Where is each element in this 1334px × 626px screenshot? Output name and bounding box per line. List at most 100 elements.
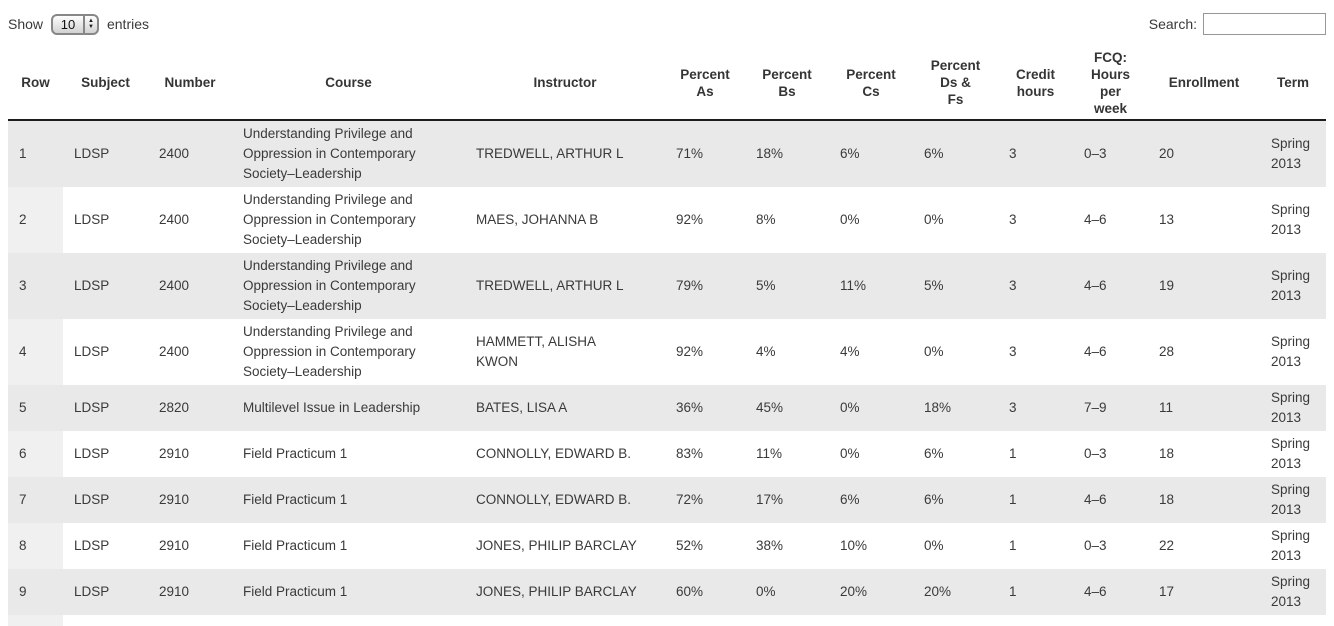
cell-pct-as: 92% <box>676 344 704 359</box>
cell-subject <box>63 615 148 626</box>
cell-number: 2910 <box>148 569 232 615</box>
search-control: Search: <box>1149 13 1326 35</box>
cell-number: 2910 <box>159 538 190 553</box>
cell-term: Spring 2013 <box>1271 334 1311 369</box>
search-label: Search: <box>1148 16 1197 32</box>
cell-credit-hours: 3 <box>1009 344 1017 359</box>
entries-length-control: Show 10 ▲ ▼ entries <box>8 13 149 35</box>
cell-number: 2400 <box>159 212 190 227</box>
table-row: 2 LDSP 2400 Understanding Privilege and Opp… <box>8 187 1326 253</box>
cell-term: Spring 2013 <box>1260 253 1326 319</box>
cell-number <box>148 615 232 626</box>
cell-pct-ds-fs: 6% <box>913 477 998 523</box>
cell-pct-bs <box>745 615 829 626</box>
cell-pct-as: 79% <box>665 253 745 319</box>
cell-fcq-hours: 7–9 <box>1073 385 1148 431</box>
search-input[interactable] <box>1203 13 1326 35</box>
cell-row <box>8 615 63 626</box>
cell-pct-bs: 45% <box>745 385 829 431</box>
table-row: 6 LDSP 2910 Field Practicum 1 CONNOLLY, EDWA… <box>8 431 1326 477</box>
show-label: Show <box>8 16 44 32</box>
table-row: 7 LDSP 2910 Field Practicum 1 CONNOLLY, EDWA… <box>8 477 1326 523</box>
column-header-enrollment[interactable]: Enrollment <box>1148 46 1260 121</box>
cell-fcq-hours <box>1073 615 1148 626</box>
cell-pct-bs: 4% <box>756 344 776 359</box>
cell-instructor: MAES, JOHANNA B <box>476 212 599 227</box>
column-header-row[interactable]: Row <box>8 46 63 121</box>
cell-course: Field Practicum 1 <box>243 446 348 461</box>
cell-credit-hours: 1 <box>998 477 1073 523</box>
cell-course: Understanding Privilege and Oppression i… <box>232 253 465 319</box>
cell-pct-cs: 0% <box>840 446 860 461</box>
cell-fcq-hours: 0–3 <box>1084 538 1107 553</box>
cell-pct-cs: 20% <box>829 569 913 615</box>
cell-credit-hours: 1 <box>1009 538 1017 553</box>
cell-term: Spring 2013 <box>1271 528 1311 563</box>
cell-pct-ds-fs: 6% <box>924 446 944 461</box>
cell-pct-bs: 38% <box>756 538 784 553</box>
cell-fcq-hours: 4–6 <box>1084 344 1107 359</box>
cell-fcq-hours: 4–6 <box>1073 253 1148 319</box>
cell-fcq-hours: 4–6 <box>1084 212 1107 227</box>
cell-row: 8 <box>8 523 63 569</box>
column-header-percent-cs[interactable]: Percent Cs <box>829 46 913 121</box>
cell-credit-hours: 1 <box>998 569 1073 615</box>
cell-term: Spring 2013 <box>1260 385 1326 431</box>
select-stepper-icon: ▲ ▼ <box>83 15 97 33</box>
table-row: 1 LDSP 2400 Understanding Privilege and Opp… <box>8 120 1326 187</box>
cell-credit-hours: 3 <box>998 253 1073 319</box>
cell-pct-ds-fs: 0% <box>924 212 944 227</box>
cell-term: Spring 2013 <box>1260 477 1326 523</box>
cell-subject: LDSP <box>74 446 110 461</box>
cell-credit-hours <box>998 615 1073 626</box>
cell-pct-as: 71% <box>665 120 745 187</box>
column-header-subject[interactable]: Subject <box>63 46 148 121</box>
column-header-percent-ds-fs[interactable]: Percent Ds & Fs <box>913 46 998 121</box>
cell-subject: LDSP <box>63 253 148 319</box>
cell-enrollment: 18 <box>1148 477 1260 523</box>
cell-row: 3 <box>8 253 63 319</box>
cell-enrollment: 28 <box>1159 344 1175 359</box>
table-row: 4 LDSP 2400 Understanding Privilege and Opp… <box>8 319 1326 385</box>
cell-enrollment: 18 <box>1159 446 1175 461</box>
column-header-instructor[interactable]: Instructor <box>465 46 665 121</box>
table-row: 9 LDSP 2910 Field Practicum 1 JONES, PHILIP … <box>8 569 1326 615</box>
cell-course: Understanding Privilege and Oppression i… <box>243 324 416 379</box>
cell-pct-as: 92% <box>676 212 704 227</box>
column-header-credit-hours[interactable]: Credit hours <box>998 46 1073 121</box>
cell-pct-bs: 11% <box>756 446 783 461</box>
column-header-fcq-hours[interactable]: FCQ: Hours per week <box>1073 46 1148 121</box>
cell-instructor: TREDWELL, ARTHUR L <box>465 253 665 319</box>
cell-course: Field Practicum 1 <box>232 477 465 523</box>
entries-select-value: 10 <box>60 16 76 32</box>
cell-credit-hours: 3 <box>998 120 1073 187</box>
cell-instructor: TREDWELL, ARTHUR L <box>465 120 665 187</box>
cell-pct-as: 36% <box>665 385 745 431</box>
cell-pct-ds-fs: 18% <box>913 385 998 431</box>
table-body: 1 LDSP 2400 Understanding Privilege and Opp… <box>8 120 1326 626</box>
cell-term: Spring 2013 <box>1260 569 1326 615</box>
table-row-partial <box>8 615 1326 626</box>
table-row: 5 LDSP 2820 Multilevel Issue in Leadership B… <box>8 385 1326 431</box>
cell-number: 2400 <box>148 120 232 187</box>
column-header-percent-as[interactable]: Percent As <box>665 46 745 121</box>
cell-enrollment: 19 <box>1148 253 1260 319</box>
cell-pct-ds-fs: 0% <box>924 344 944 359</box>
entries-select[interactable]: 10 ▲ ▼ <box>51 13 99 35</box>
cell-pct-as: 83% <box>676 446 704 461</box>
cell-number: 2910 <box>148 477 232 523</box>
cell-pct-cs: 0% <box>829 385 913 431</box>
cell-number: 2910 <box>159 446 190 461</box>
cell-subject: LDSP <box>63 120 148 187</box>
cell-pct-bs: 5% <box>745 253 829 319</box>
column-header-term[interactable]: Term <box>1260 46 1326 121</box>
cell-fcq-hours: 4–6 <box>1073 569 1148 615</box>
cell-row: 9 <box>8 569 63 615</box>
cell-instructor <box>465 615 665 626</box>
cell-term: Spring 2013 <box>1271 436 1311 471</box>
cell-enrollment <box>1148 615 1260 626</box>
column-header-number[interactable]: Number <box>148 46 232 121</box>
column-header-course[interactable]: Course <box>232 46 465 121</box>
column-header-percent-bs[interactable]: Percent Bs <box>745 46 829 121</box>
cell-enrollment: 17 <box>1148 569 1260 615</box>
